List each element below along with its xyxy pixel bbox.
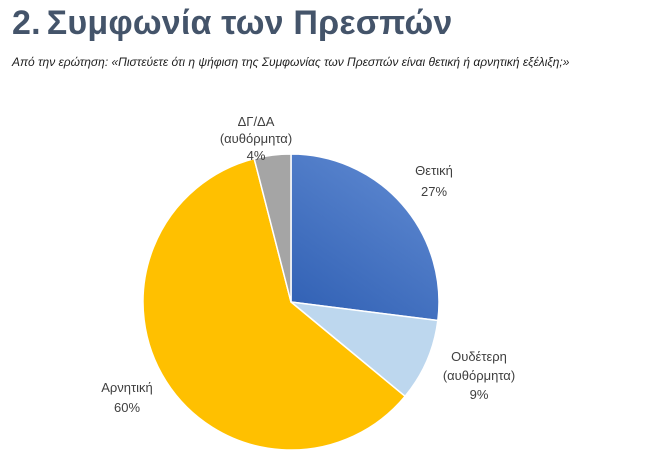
pie-slice-dkna: [253, 153, 292, 303]
label-negative-value: 60%: [114, 400, 140, 415]
label-positive-name: Θετική: [415, 163, 453, 178]
label-neutral-qualifier: (αυθόρμητα): [443, 368, 515, 383]
label-neutral: Ουδέτερη (αυθόρμητα) 9%: [443, 349, 515, 402]
label-dkna: ΔΓ/ΔΑ (αυθόρμητα) 4%: [220, 114, 292, 163]
label-dkna-name: ΔΓ/ΔΑ: [238, 114, 275, 129]
pie-slice-positive: [290, 153, 440, 322]
pie-slice-neutral: [290, 301, 439, 398]
label-positive: Θετική 27%: [415, 163, 453, 199]
label-negative-name: Αρνητική: [101, 380, 153, 395]
label-neutral-value: 9%: [470, 387, 489, 402]
pie-slices: [142, 153, 440, 451]
question-subtitle: Από την ερώτηση: «Πιστεύετε ότι η ψήφιση…: [12, 55, 570, 69]
label-negative: Αρνητική 60%: [101, 380, 153, 415]
page-title: 2. Συμφωνία των Πρεσπών: [12, 4, 453, 43]
section-title: Συμφωνία των Πρεσπών: [46, 4, 453, 42]
label-dkna-qualifier: (αυθόρμητα): [220, 131, 292, 146]
label-dkna-value: 4%: [247, 148, 266, 163]
label-positive-value: 27%: [421, 184, 447, 199]
section-number: 2.: [12, 4, 41, 42]
label-neutral-name: Ουδέτερη: [451, 349, 507, 364]
pie-slice-negative: [142, 157, 406, 451]
